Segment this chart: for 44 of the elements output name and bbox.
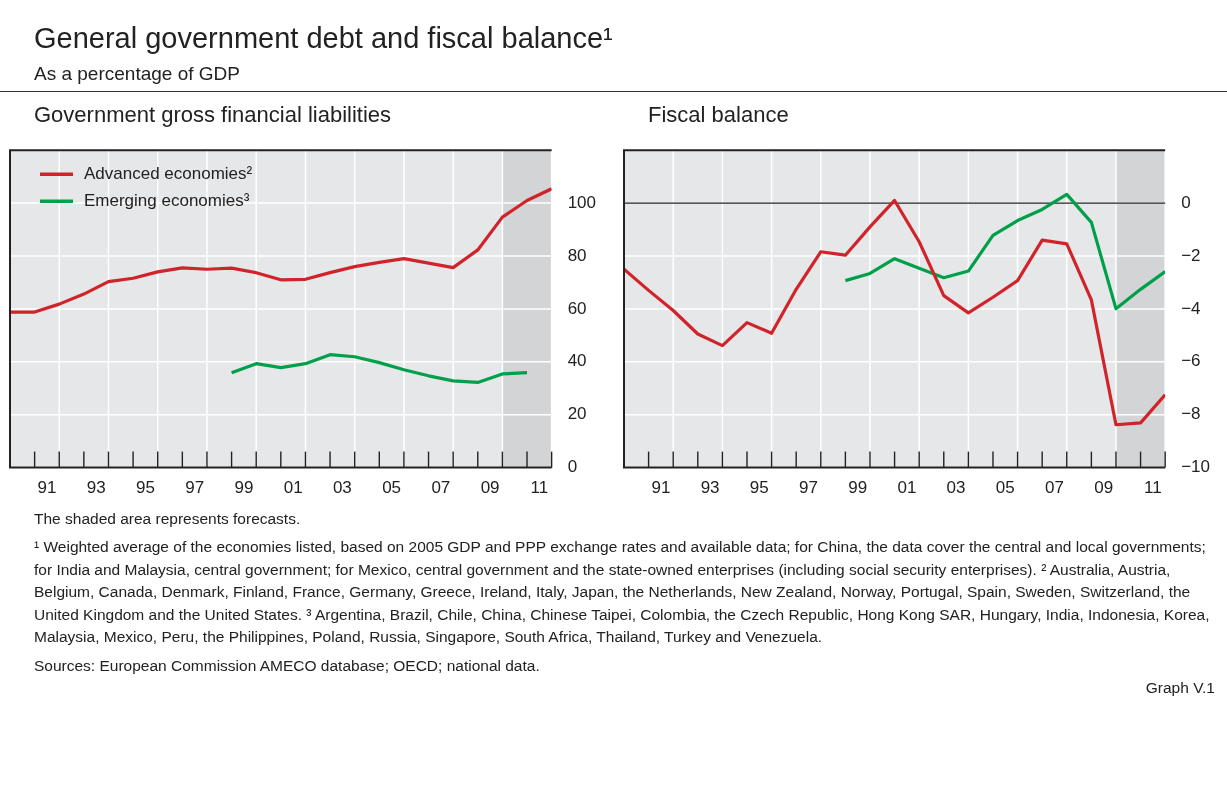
y-tick-label: 0 xyxy=(567,457,578,477)
x-tick-label: 01 xyxy=(283,478,303,498)
x-tick-label: 93 xyxy=(86,478,106,498)
source-note: Sources: European Commission AMECO database; OECD; national data. xyxy=(34,655,541,676)
y-tick-label: 40 xyxy=(567,351,587,371)
x-tick-label: 09 xyxy=(480,478,500,498)
text: The shaded area represents forecasts. xyxy=(34,509,302,529)
x-tick-label: 95 xyxy=(135,478,155,498)
x-tick-label: 99 xyxy=(848,478,868,498)
x-tick-label: 11 xyxy=(530,478,549,498)
chart-title: Fiscal balance xyxy=(648,102,790,128)
x-tick-label: 03 xyxy=(332,478,352,498)
x-tick-label: 07 xyxy=(1045,478,1064,498)
y-tick-label: 0 xyxy=(1181,192,1191,212)
y-tick-label: 80 xyxy=(567,245,587,265)
y-tick-label: −4 xyxy=(1181,298,1201,318)
x-tick-label: 91 xyxy=(651,478,671,498)
legend-label: Advanced economies² xyxy=(84,163,253,183)
x-tick-label: 97 xyxy=(185,478,205,498)
text: As a percentage of GDP xyxy=(34,63,241,85)
x-tick-label: 01 xyxy=(897,478,917,498)
y-tick-label: −10 xyxy=(1181,457,1211,477)
y-tick-label: −6 xyxy=(1181,351,1201,371)
x-tick-label: 09 xyxy=(1094,478,1114,498)
x-tick-label: 93 xyxy=(700,478,720,498)
x-tick-label: 91 xyxy=(37,478,57,498)
y-tick-label: 100 xyxy=(567,192,597,212)
chart-title: Government gross financial liabilities xyxy=(34,102,393,128)
y-tick-label: 20 xyxy=(567,404,587,424)
text: Graph V.1 xyxy=(1144,678,1215,699)
y-tick-label: 60 xyxy=(567,298,587,318)
x-tick-label: 97 xyxy=(799,478,818,498)
legend-label: Emerging economies³ xyxy=(84,190,250,210)
text: ¹ Weighted average of the economies listed, based on 2005 GDP and PPP exchange rates and available data; for China, the data cover the central and local governments; for India and Malaysia, central government; for Mexico, central government and the state-owned enterprises (including social security enterprises). ² Australia, Austria, Belgium, Canada, Denmark, Finland, France, Germany, Greece, Ireland, Italy, Japan, the Netherlands, New Zealand, Norway, Portugal, Spain, Sweden, Switzerland, the United Kingdom and the United States. ³ Argentina, Brazil, Chile, China, Chinese Taipei, Colombia, the Czech Republic, Hong Kong SAR, Hungary, India, Indonesia, Korea, Malaysia, Mexico, Peru, the Philippines, Poland, Russia, Singapore, South Africa, Thailand, Turkey and Venezuela. xyxy=(34,537,1211,648)
x-tick-label: 11 xyxy=(1144,478,1162,498)
x-tick-label: 05 xyxy=(995,478,1015,498)
x-tick-label: 99 xyxy=(234,478,254,498)
x-tick-label: 03 xyxy=(946,478,966,498)
x-tick-label: 07 xyxy=(431,478,451,498)
x-tick-label: 05 xyxy=(382,478,402,498)
y-tick-label: −8 xyxy=(1181,404,1201,424)
y-tick-label: −2 xyxy=(1181,245,1201,265)
text: General government debt and fiscal balance¹ xyxy=(34,22,614,55)
x-tick-label: 95 xyxy=(749,478,769,498)
